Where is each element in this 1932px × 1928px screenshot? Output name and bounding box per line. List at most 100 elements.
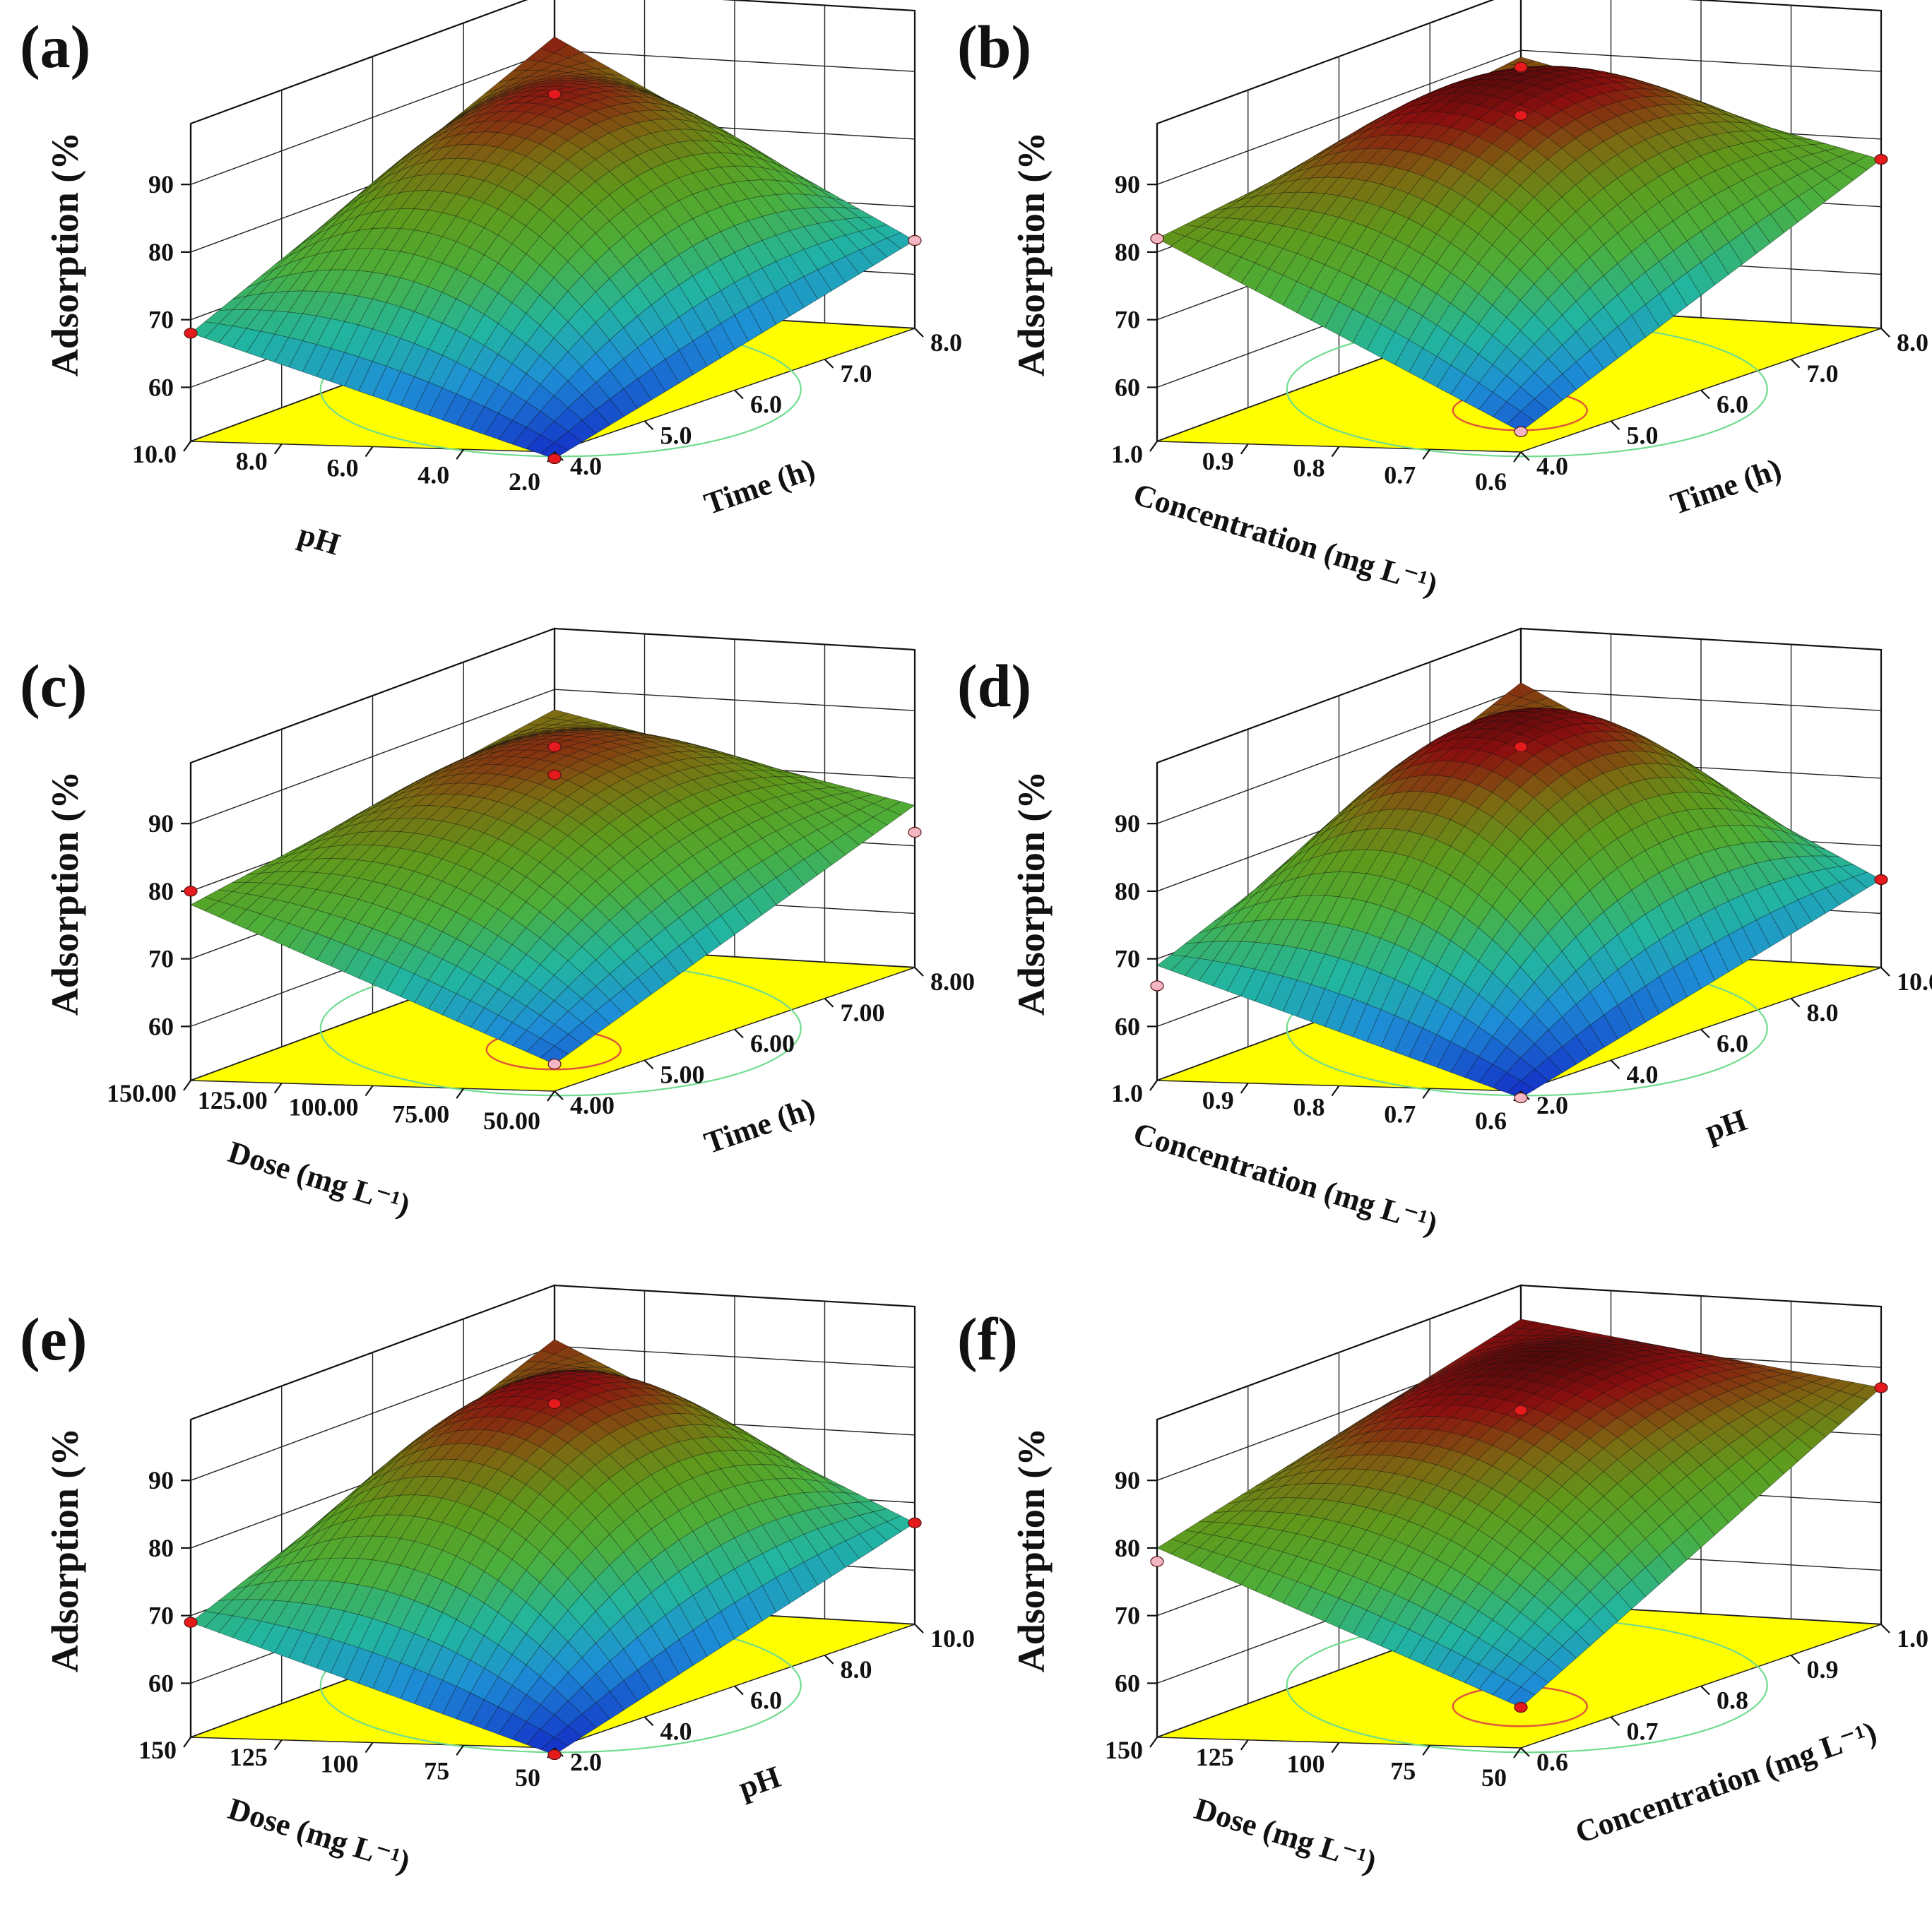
left-axis-tick-label: 10.0 <box>132 440 177 468</box>
design-point <box>908 1517 922 1528</box>
left-axis-tick-label: 125.00 <box>198 1086 268 1114</box>
left-axis-tick-label: 8.0 <box>236 447 268 475</box>
right-axis-tick-label: 5.0 <box>660 421 692 449</box>
right-axis-tick-label: 2.0 <box>570 1748 602 1776</box>
left-axis-tick-label: 150 <box>1105 1736 1143 1764</box>
right-axis-tick <box>734 389 744 400</box>
right-axis-tick-label: 8.0 <box>1807 999 1839 1027</box>
z-tick-label: 90 <box>1115 1466 1140 1494</box>
right-axis-tick <box>1700 1685 1710 1696</box>
panel-label: (f) <box>957 1305 1018 1373</box>
right-axis-tick-label: 10.0 <box>930 1624 975 1653</box>
design-point <box>547 88 562 100</box>
panel-1: 60 70 80 90 Adsorption (% 1.0 0.9 0.8 0.7 0.6 Conc… <box>957 0 1928 602</box>
left-axis-tick-label: 100 <box>321 1750 359 1778</box>
left-axis-tick-label: 150 <box>138 1736 177 1764</box>
z-tick-label: 80 <box>148 877 174 905</box>
left-axis-tick-label: 0.6 <box>1475 468 1507 496</box>
left-axis-tick-label: 0.9 <box>1202 1086 1234 1114</box>
design-point <box>547 1398 562 1410</box>
right-axis-tick-label: 8.0 <box>1897 328 1928 357</box>
right-axis-tick-label: 8.0 <box>841 1655 872 1684</box>
z-tick-label: 90 <box>1115 809 1140 838</box>
left-axis-tick <box>273 1083 283 1094</box>
left-axis-tick-label: 125 <box>1196 1743 1234 1771</box>
left-axis-title: Concentration (mg L⁻¹) <box>1130 1116 1442 1242</box>
left-axis-tick-label: 150.00 <box>107 1079 177 1107</box>
left-axis-tick <box>1149 1080 1158 1091</box>
design-point <box>908 826 922 838</box>
design-point <box>1514 1092 1528 1104</box>
right-axis-tick-label: 0.7 <box>1627 1717 1659 1745</box>
left-axis-tick-label: 0.7 <box>1384 460 1416 489</box>
left-axis-tick <box>1422 448 1431 460</box>
left-axis-tick <box>1240 1083 1249 1094</box>
z-axis-title: Adsorption (% <box>1010 771 1053 1016</box>
left-axis-tick <box>183 1080 191 1091</box>
right-axis-tick <box>1880 328 1890 338</box>
right-axis-tick-label: 8.0 <box>930 328 962 357</box>
left-axis-tick-label: 50.00 <box>483 1107 540 1135</box>
right-axis-tick-label: 5.00 <box>660 1060 705 1088</box>
design-point <box>1514 1405 1528 1416</box>
right-axis-tick-label: 6.0 <box>1717 391 1748 419</box>
design-point <box>1874 874 1888 886</box>
right-axis-tick <box>1790 358 1801 369</box>
panel-label: (d) <box>957 652 1031 720</box>
right-axis-tick-label: 8.00 <box>930 968 975 996</box>
left-axis-tick-label: 0.8 <box>1293 1093 1325 1121</box>
right-axis-tick-label: 4.00 <box>570 1091 615 1119</box>
left-axis-tick <box>365 1742 374 1754</box>
right-axis-tick-label: 0.6 <box>1536 1748 1568 1776</box>
right-axis-tick <box>914 328 924 338</box>
left-axis-tick <box>1331 446 1340 458</box>
left-axis-tick-label: 50 <box>1481 1763 1507 1792</box>
panel-2: 60 70 80 90 Adsorption (% 150.00 125.00 100.00 7… <box>20 627 975 1222</box>
design-point <box>1150 1556 1164 1567</box>
z-tick-label: 70 <box>1115 945 1140 973</box>
right-axis-tick-label: 7.0 <box>1807 359 1839 388</box>
response-surface <box>190 709 915 1065</box>
right-axis-tick-label: 7.00 <box>841 999 885 1027</box>
right-axis-tick <box>1700 1028 1710 1039</box>
design-point <box>547 741 562 753</box>
left-axis-tick <box>273 1739 283 1751</box>
z-axis-title: Adsorption (% <box>1010 1428 1053 1673</box>
right-axis-tick <box>734 1685 744 1696</box>
panel-4: 60 70 80 90 Adsorption (% 150 125 100 75 50 Dose (… <box>20 1284 975 1879</box>
design-point <box>1514 61 1528 73</box>
right-axis-tick-label: 6.0 <box>750 391 782 419</box>
panel-5: 60 70 80 90 Adsorption (% 150 125 100 75 50 Dose (… <box>957 1284 1928 1879</box>
z-axis-title: Adsorption (% <box>1010 132 1053 377</box>
design-point <box>184 886 198 897</box>
response-surface <box>190 36 915 459</box>
z-tick-label: 80 <box>148 238 174 266</box>
right-axis-tick <box>824 358 834 369</box>
z-tick-label: 60 <box>1115 1669 1140 1697</box>
left-axis-tick-label: 0.8 <box>1293 454 1325 482</box>
left-axis-tick-label: 100.00 <box>289 1093 359 1121</box>
right-axis-tick-label: 5.0 <box>1627 421 1659 449</box>
design-point <box>547 453 562 465</box>
left-axis-tick-label: 75 <box>1390 1756 1416 1785</box>
right-axis-tick <box>1790 1654 1801 1665</box>
panel-label: (c) <box>20 652 87 720</box>
z-tick-label: 70 <box>148 306 174 334</box>
right-axis-tick <box>1790 997 1801 1008</box>
design-point <box>547 1059 562 1070</box>
left-axis-title: Dose (mg L⁻¹) <box>1190 1791 1380 1879</box>
left-axis-title: Concentration (mg L⁻¹) <box>1130 477 1442 602</box>
right-axis-tick <box>1700 389 1710 400</box>
z-tick-label: 90 <box>148 1466 174 1494</box>
design-point <box>1514 426 1528 437</box>
design-point <box>1514 1701 1528 1713</box>
right-axis-tick <box>1610 1059 1620 1070</box>
z-tick-label: 70 <box>148 945 174 973</box>
design-point <box>1150 980 1164 992</box>
left-axis-tick-label: 6.0 <box>327 454 359 482</box>
left-axis-tick-label: 100 <box>1287 1750 1325 1778</box>
right-axis-tick-label: 1.0 <box>1897 1624 1928 1653</box>
right-axis-tick <box>644 1059 654 1070</box>
right-axis-tick <box>1520 451 1530 461</box>
right-axis-title: Time (h) <box>700 451 819 521</box>
